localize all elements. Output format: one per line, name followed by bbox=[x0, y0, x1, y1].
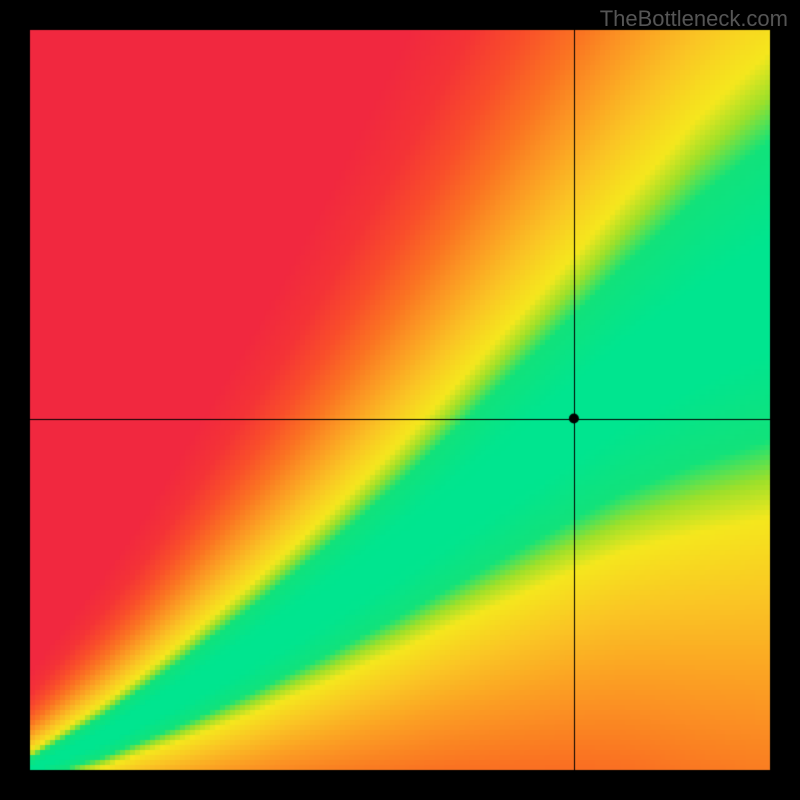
bottleneck-heatmap bbox=[0, 0, 800, 800]
watermark-text: TheBottleneck.com bbox=[600, 6, 788, 32]
figure-container: TheBottleneck.com bbox=[0, 0, 800, 800]
